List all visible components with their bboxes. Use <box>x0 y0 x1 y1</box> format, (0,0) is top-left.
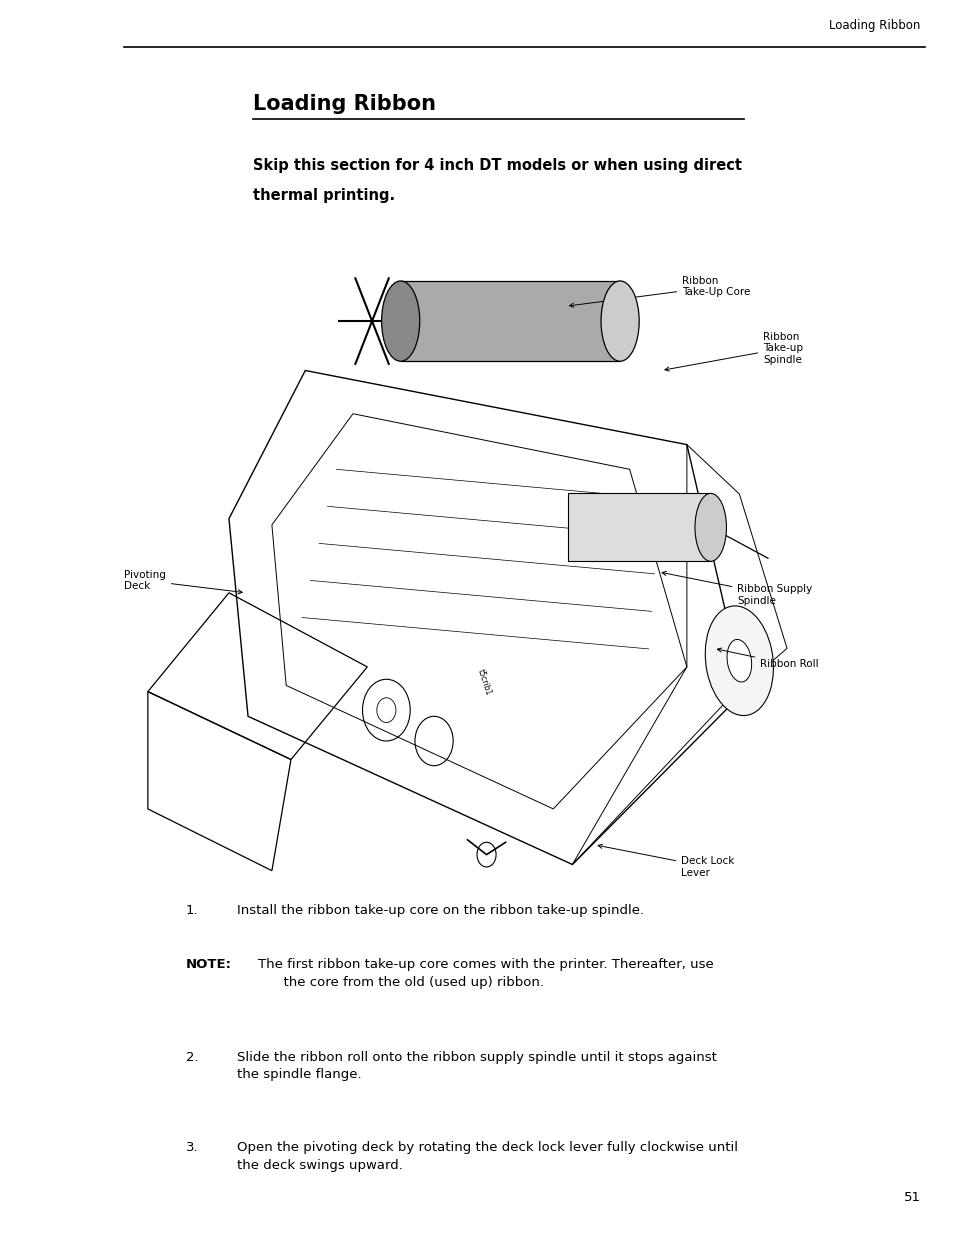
Text: Deck Lock
Lever: Deck Lock Lever <box>598 845 734 878</box>
Text: NOTE:: NOTE: <box>186 958 232 972</box>
Text: Ribbon Roll: Ribbon Roll <box>717 648 818 669</box>
Ellipse shape <box>381 282 419 362</box>
Text: Skip this section for 4 inch DT models or when using direct: Skip this section for 4 inch DT models o… <box>253 158 741 173</box>
Text: 51: 51 <box>902 1191 920 1204</box>
Text: Install the ribbon take-up core on the ribbon take-up spindle.: Install the ribbon take-up core on the r… <box>236 904 643 918</box>
Text: 1.: 1. <box>186 904 198 918</box>
Text: Ribbon Supply
Spindle: Ribbon Supply Spindle <box>661 572 812 606</box>
Text: Loading Ribbon: Loading Ribbon <box>828 19 920 32</box>
Text: thermal printing.: thermal printing. <box>253 188 395 203</box>
Ellipse shape <box>600 282 639 362</box>
Text: t5crib1: t5crib1 <box>476 667 493 697</box>
Bar <box>400 282 619 361</box>
Text: Slide the ribbon roll onto the ribbon supply spindle until it stops against
the : Slide the ribbon roll onto the ribbon su… <box>236 1051 716 1082</box>
Ellipse shape <box>726 640 751 682</box>
Text: Pivoting
Deck: Pivoting Deck <box>124 569 242 594</box>
Text: Ribbon
Take-Up Core: Ribbon Take-Up Core <box>569 275 750 308</box>
Text: 2.: 2. <box>186 1051 198 1065</box>
Bar <box>567 493 710 561</box>
Text: Open the pivoting deck by rotating the deck lock lever fully clockwise until
the: Open the pivoting deck by rotating the d… <box>236 1141 737 1172</box>
Ellipse shape <box>704 606 773 715</box>
Text: 3.: 3. <box>186 1141 198 1155</box>
Ellipse shape <box>694 494 726 561</box>
Text: Ribbon
Take-up
Spindle: Ribbon Take-up Spindle <box>664 332 802 370</box>
Text: Loading Ribbon: Loading Ribbon <box>253 94 436 114</box>
Text: The first ribbon take-up core comes with the printer. Thereafter, use
      the : The first ribbon take-up core comes with… <box>257 958 713 989</box>
